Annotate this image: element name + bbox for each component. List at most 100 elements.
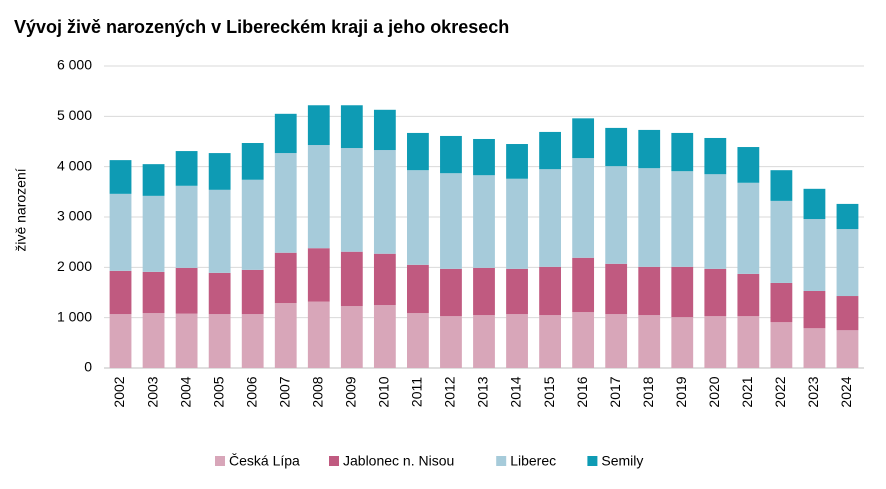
bar-segment (307, 301, 330, 368)
bar-segment (539, 131, 561, 170)
x-tick-label: 2018 (640, 376, 656, 407)
bar-segment (506, 314, 528, 368)
bar-segment (605, 166, 628, 264)
legend-label: Jablonec n. Nisou (343, 453, 454, 469)
bar-segment (340, 306, 363, 368)
bar-segment (638, 168, 661, 267)
bar-segment (109, 160, 132, 194)
x-tick-label: 2004 (177, 376, 193, 407)
y-axis-label: živě narození (13, 168, 29, 251)
y-tick-label: 3 000 (57, 208, 92, 224)
bar-segment (407, 170, 429, 265)
chart-title: Vývoj živě narozených v Libereckém kraji… (14, 17, 509, 37)
bar-segment (241, 314, 264, 368)
legend-label: Liberec (510, 453, 556, 469)
bar-segment (638, 266, 661, 316)
bar-segment (770, 200, 793, 283)
bar-segment (506, 268, 528, 315)
x-tick-label: 2002 (111, 376, 127, 407)
bar-segment (572, 158, 595, 258)
legend-label: Semily (601, 453, 643, 469)
bar-segment (803, 188, 826, 220)
bar-segment (440, 135, 462, 174)
bar-segment (836, 296, 859, 331)
bar-segment (737, 273, 760, 317)
legend-swatch (215, 456, 225, 466)
legend-label: Česká Lípa (229, 453, 300, 469)
bar-segment (440, 173, 462, 269)
bar-segment (704, 316, 727, 368)
y-tick-label: 5 000 (57, 107, 92, 123)
legend-swatch (329, 456, 339, 466)
x-tick-label: 2019 (673, 376, 689, 407)
bar-segment (539, 169, 561, 267)
bar-segment (737, 147, 760, 183)
bar-segment (241, 179, 264, 270)
bar-segment (473, 267, 495, 316)
x-tick-label: 2014 (508, 376, 524, 407)
x-tick-label: 2006 (243, 376, 259, 407)
bar-segment (770, 322, 793, 368)
bar-segment (836, 330, 859, 368)
x-tick-label: 2020 (706, 376, 722, 407)
bar-segment (605, 127, 628, 167)
bar-segment (836, 203, 859, 230)
bar-segment (208, 272, 231, 315)
bar-segment (340, 148, 363, 252)
bar-segment (175, 151, 198, 186)
bar-segment (307, 105, 330, 146)
bar-segment (572, 118, 595, 159)
bar-segment (440, 316, 462, 368)
bar-segment (737, 182, 760, 274)
x-tick-label: 2008 (309, 376, 325, 407)
x-tick-label: 2011 (409, 377, 425, 407)
bar-segment (373, 109, 396, 151)
bar-segment (473, 315, 495, 368)
bar-segment (208, 153, 231, 190)
bar-segment (704, 268, 727, 317)
bar-segment (340, 105, 363, 149)
y-tick-label: 6 000 (57, 57, 92, 73)
x-tick-label: 2021 (739, 376, 755, 407)
bar-segment (340, 251, 363, 307)
x-tick-label: 2016 (574, 376, 590, 407)
bar-segment (803, 328, 826, 368)
bar-segment (175, 185, 198, 268)
bar-segment (274, 153, 297, 253)
x-tick-label: 2007 (276, 376, 292, 407)
x-tick-label: 2012 (442, 376, 458, 407)
bar-segment (373, 150, 396, 254)
bar-segment (506, 178, 528, 269)
bar-segment (506, 144, 528, 179)
bar-segment (109, 270, 132, 315)
bar-segment (770, 282, 793, 323)
bar-segment (407, 313, 429, 368)
bar-segment (373, 305, 396, 368)
bar-segment (175, 313, 198, 368)
bar-segment (440, 268, 462, 317)
bar-segment (539, 266, 561, 316)
bar-segment (407, 264, 429, 314)
bar-segment (208, 189, 231, 273)
y-tick-label: 4 000 (57, 157, 92, 173)
bar-segment (274, 252, 297, 304)
y-tick-label: 2 000 (57, 258, 92, 274)
bar-segment (836, 229, 859, 297)
bar-segment (803, 290, 826, 329)
x-tick-label: 2015 (541, 376, 557, 407)
bar-segment (142, 313, 165, 368)
x-tick-label: 2013 (475, 376, 491, 407)
bar-segment (572, 312, 595, 368)
bar-segment (208, 314, 231, 368)
bar-segment (407, 132, 429, 171)
bar-segment (274, 303, 297, 368)
bar-segment (803, 219, 826, 291)
x-tick-label: 2005 (210, 376, 226, 407)
bar-segment (638, 315, 661, 368)
bar-segment (473, 138, 495, 176)
bar-segment (142, 271, 165, 314)
bar-segment (241, 143, 264, 180)
bar-segment (605, 314, 628, 368)
x-tick-label: 2009 (343, 376, 359, 407)
